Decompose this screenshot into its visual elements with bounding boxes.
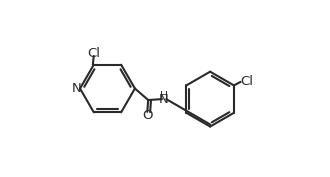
Text: O: O [142, 109, 152, 122]
Text: Cl: Cl [87, 47, 100, 60]
Text: N: N [71, 82, 81, 95]
Text: N: N [159, 93, 169, 106]
Text: H: H [160, 92, 168, 101]
Text: Cl: Cl [240, 75, 253, 88]
